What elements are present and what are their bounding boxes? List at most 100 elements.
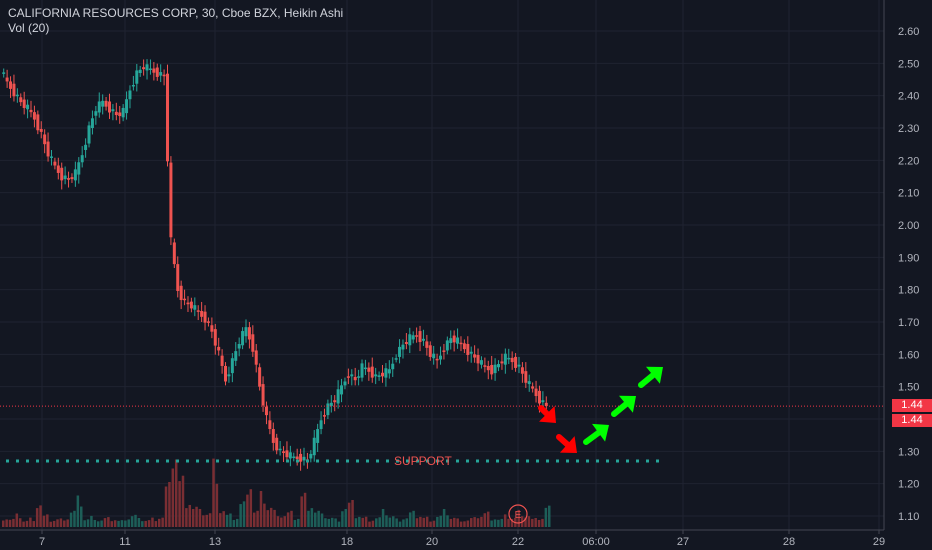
volume-bar [470, 518, 473, 527]
price-tick-label: 2.60 [898, 26, 919, 38]
candle-body [333, 400, 337, 403]
volume-bar [466, 520, 470, 527]
price-tick-label: 1.50 [898, 382, 919, 394]
volume-bar [93, 519, 97, 527]
candle-body [322, 415, 326, 417]
candle-body [258, 367, 262, 387]
candle-body [67, 178, 71, 180]
volume-bar [541, 518, 544, 527]
volume-bar [446, 515, 449, 527]
volume-bar [486, 511, 490, 527]
earnings-marker-icon[interactable] [508, 504, 528, 524]
price-axis-panel [884, 0, 932, 550]
candle-body [483, 365, 487, 367]
candle-body [459, 342, 463, 345]
volume-bar [276, 516, 280, 527]
volume-bar [507, 518, 510, 527]
candle-body [439, 355, 443, 360]
volume-bar [269, 507, 273, 527]
earnings-marker-label: E [515, 510, 522, 521]
volume-bars [2, 458, 551, 527]
time-axis[interactable]: 7 11 13 18 20 22 06:00 27 28 29 [0, 529, 885, 548]
volume-bar [283, 516, 286, 527]
candle-body [60, 167, 64, 181]
volume-bar [317, 510, 320, 527]
volume-bar [531, 518, 534, 527]
candle-body [2, 72, 6, 74]
candle-body [268, 420, 272, 430]
volume-bar [334, 518, 337, 527]
volume-bar [310, 508, 314, 527]
price-axis[interactable]: 2.60 2.50 2.40 2.30 2.20 2.10 2.00 1.90 1.80 1.70… [883, 0, 932, 550]
volume-bar [225, 514, 229, 527]
volume-bar [76, 495, 80, 527]
volume-bar [2, 520, 5, 527]
candle-body [534, 388, 538, 397]
time-tick-label: 18 [341, 536, 353, 548]
volume-bar [202, 515, 205, 527]
volume-bar [52, 520, 56, 527]
volume-bar [503, 514, 507, 527]
volume-bar [242, 501, 246, 527]
candle-body [432, 353, 436, 359]
candle-body [340, 385, 344, 395]
volume-bar [171, 468, 175, 527]
candle-body [206, 321, 210, 323]
candle-body [452, 335, 456, 343]
volume-bar [517, 509, 520, 527]
candle-body [353, 376, 357, 381]
volume-bar [273, 509, 276, 527]
volume-bar [117, 520, 120, 527]
candle-body [527, 381, 531, 385]
candle-body [411, 335, 415, 340]
candle-body [377, 375, 381, 377]
candle-body [497, 364, 501, 368]
candle-body [387, 369, 391, 374]
volume-bar [412, 510, 415, 527]
candle-body [43, 134, 47, 145]
volume-bar [22, 521, 25, 527]
candle-body [316, 429, 320, 443]
candle-body [9, 81, 13, 89]
candle-body [415, 335, 419, 337]
last-price-badge-secondary: 1.44 [892, 414, 932, 427]
price-tick-label: 1.30 [898, 446, 919, 458]
candle-body [309, 453, 313, 459]
symbol-title[interactable]: CALIFORNIA RESOURCES CORP, 30, Cboe BZX,… [8, 6, 344, 20]
volume-bar [246, 494, 249, 527]
candle-body [5, 77, 9, 82]
candle-body [425, 341, 429, 348]
time-tick-label: 06:00 [582, 536, 610, 548]
candle-body [200, 311, 204, 317]
volume-bar [330, 517, 334, 527]
candle-body [456, 337, 460, 344]
candle-body [288, 452, 292, 459]
volume-bar [344, 509, 348, 527]
volume-bar [232, 519, 236, 527]
candle-body [541, 400, 545, 403]
candle-body [227, 374, 231, 377]
volume-bar [120, 520, 124, 527]
volume-bar [69, 512, 73, 527]
candle-body [87, 125, 91, 144]
volume-bar [463, 521, 466, 527]
volume-bar [15, 513, 19, 527]
volume-bar [476, 518, 480, 527]
volume-bar [439, 515, 442, 527]
volume-bar [185, 508, 188, 527]
candle-body [12, 83, 16, 97]
volume-bar [188, 504, 192, 527]
support-label: SUPPORT [394, 454, 452, 468]
candle-body [172, 242, 176, 265]
volume-indicator-label[interactable]: Vol (20) [8, 21, 50, 35]
volume-bar [293, 519, 297, 527]
volume-bar [381, 509, 385, 527]
candle-body [319, 420, 323, 430]
price-tick-label: 1.80 [898, 285, 919, 297]
volume-bar [29, 517, 32, 527]
volume-bar [161, 517, 164, 527]
volume-bar [456, 518, 459, 527]
candle-body [29, 109, 33, 113]
volume-bar [154, 521, 158, 527]
